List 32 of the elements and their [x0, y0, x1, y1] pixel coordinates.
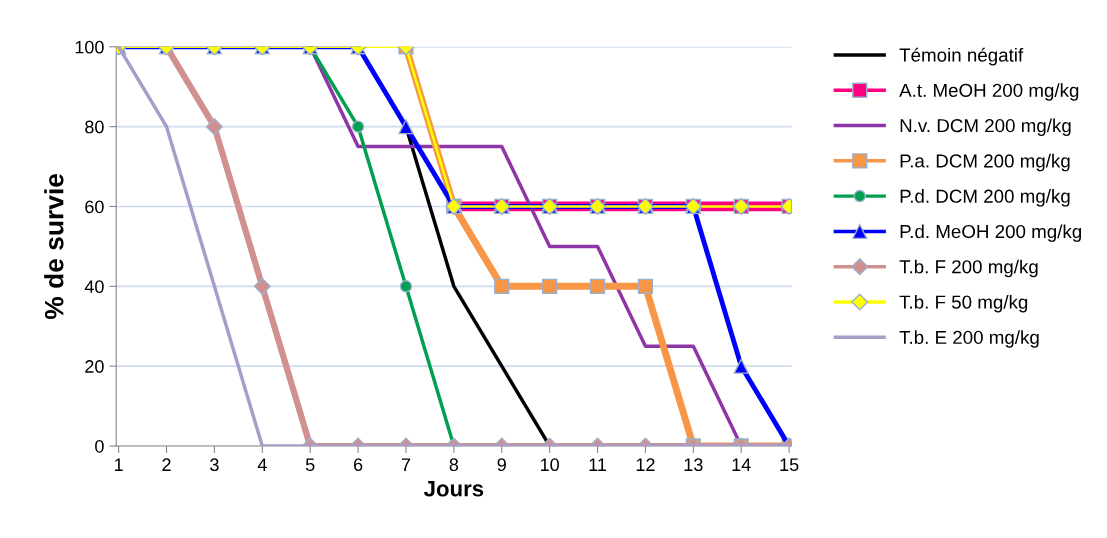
- x-tick-label: 1: [114, 458, 123, 471]
- y-tick-label: 20: [85, 360, 104, 373]
- x-tick-label: 12: [636, 458, 655, 471]
- legend-label: T.b. E 200 mg/kg: [899, 330, 1039, 348]
- legend-label: Témoin négatif: [899, 47, 1024, 66]
- legend-label: T.b. F 200 mg/kg: [899, 259, 1038, 278]
- legend-label: P.a. DCM 200 mg/kg: [900, 153, 1070, 172]
- y-tick-label: 100: [75, 40, 104, 54]
- x-tick-label: 3: [210, 458, 219, 472]
- legend-label: P.d. MeOH 200 mg/kg: [900, 224, 1082, 242]
- x-tick-label: 14: [732, 458, 751, 471]
- x-tick-label: 8: [449, 458, 459, 472]
- y-axis-title: % de survie: [44, 173, 64, 320]
- x-tick-label: 10: [540, 458, 559, 472]
- y-tick-label: 0: [95, 439, 104, 453]
- y-tick-label: 80: [85, 120, 104, 134]
- legend-label: T.b. F 50 mg/kg: [899, 294, 1028, 313]
- legend-label: P.d. DCM 200 mg/kg: [900, 189, 1070, 207]
- x-tick-label: 7: [401, 458, 411, 471]
- x-tick-label: 2: [162, 458, 171, 471]
- y-tick-label: 40: [84, 280, 104, 294]
- x-tick-label: 13: [684, 458, 703, 472]
- x-tick-label: 11: [589, 458, 607, 471]
- legend-label: A.t. MeOH 200 mg/kg: [899, 83, 1079, 101]
- legend-label: N.v. DCM 200 mg/kg: [900, 118, 1071, 136]
- x-tick-label: 5: [305, 458, 315, 472]
- y-tick-label: 60: [85, 200, 104, 214]
- x-tick-label: 15: [780, 458, 799, 472]
- x-tick-label: 9: [497, 458, 506, 472]
- x-axis-title: Jours: [423, 481, 484, 497]
- x-tick-label: 6: [353, 458, 363, 472]
- x-tick-label: 4: [257, 458, 267, 471]
